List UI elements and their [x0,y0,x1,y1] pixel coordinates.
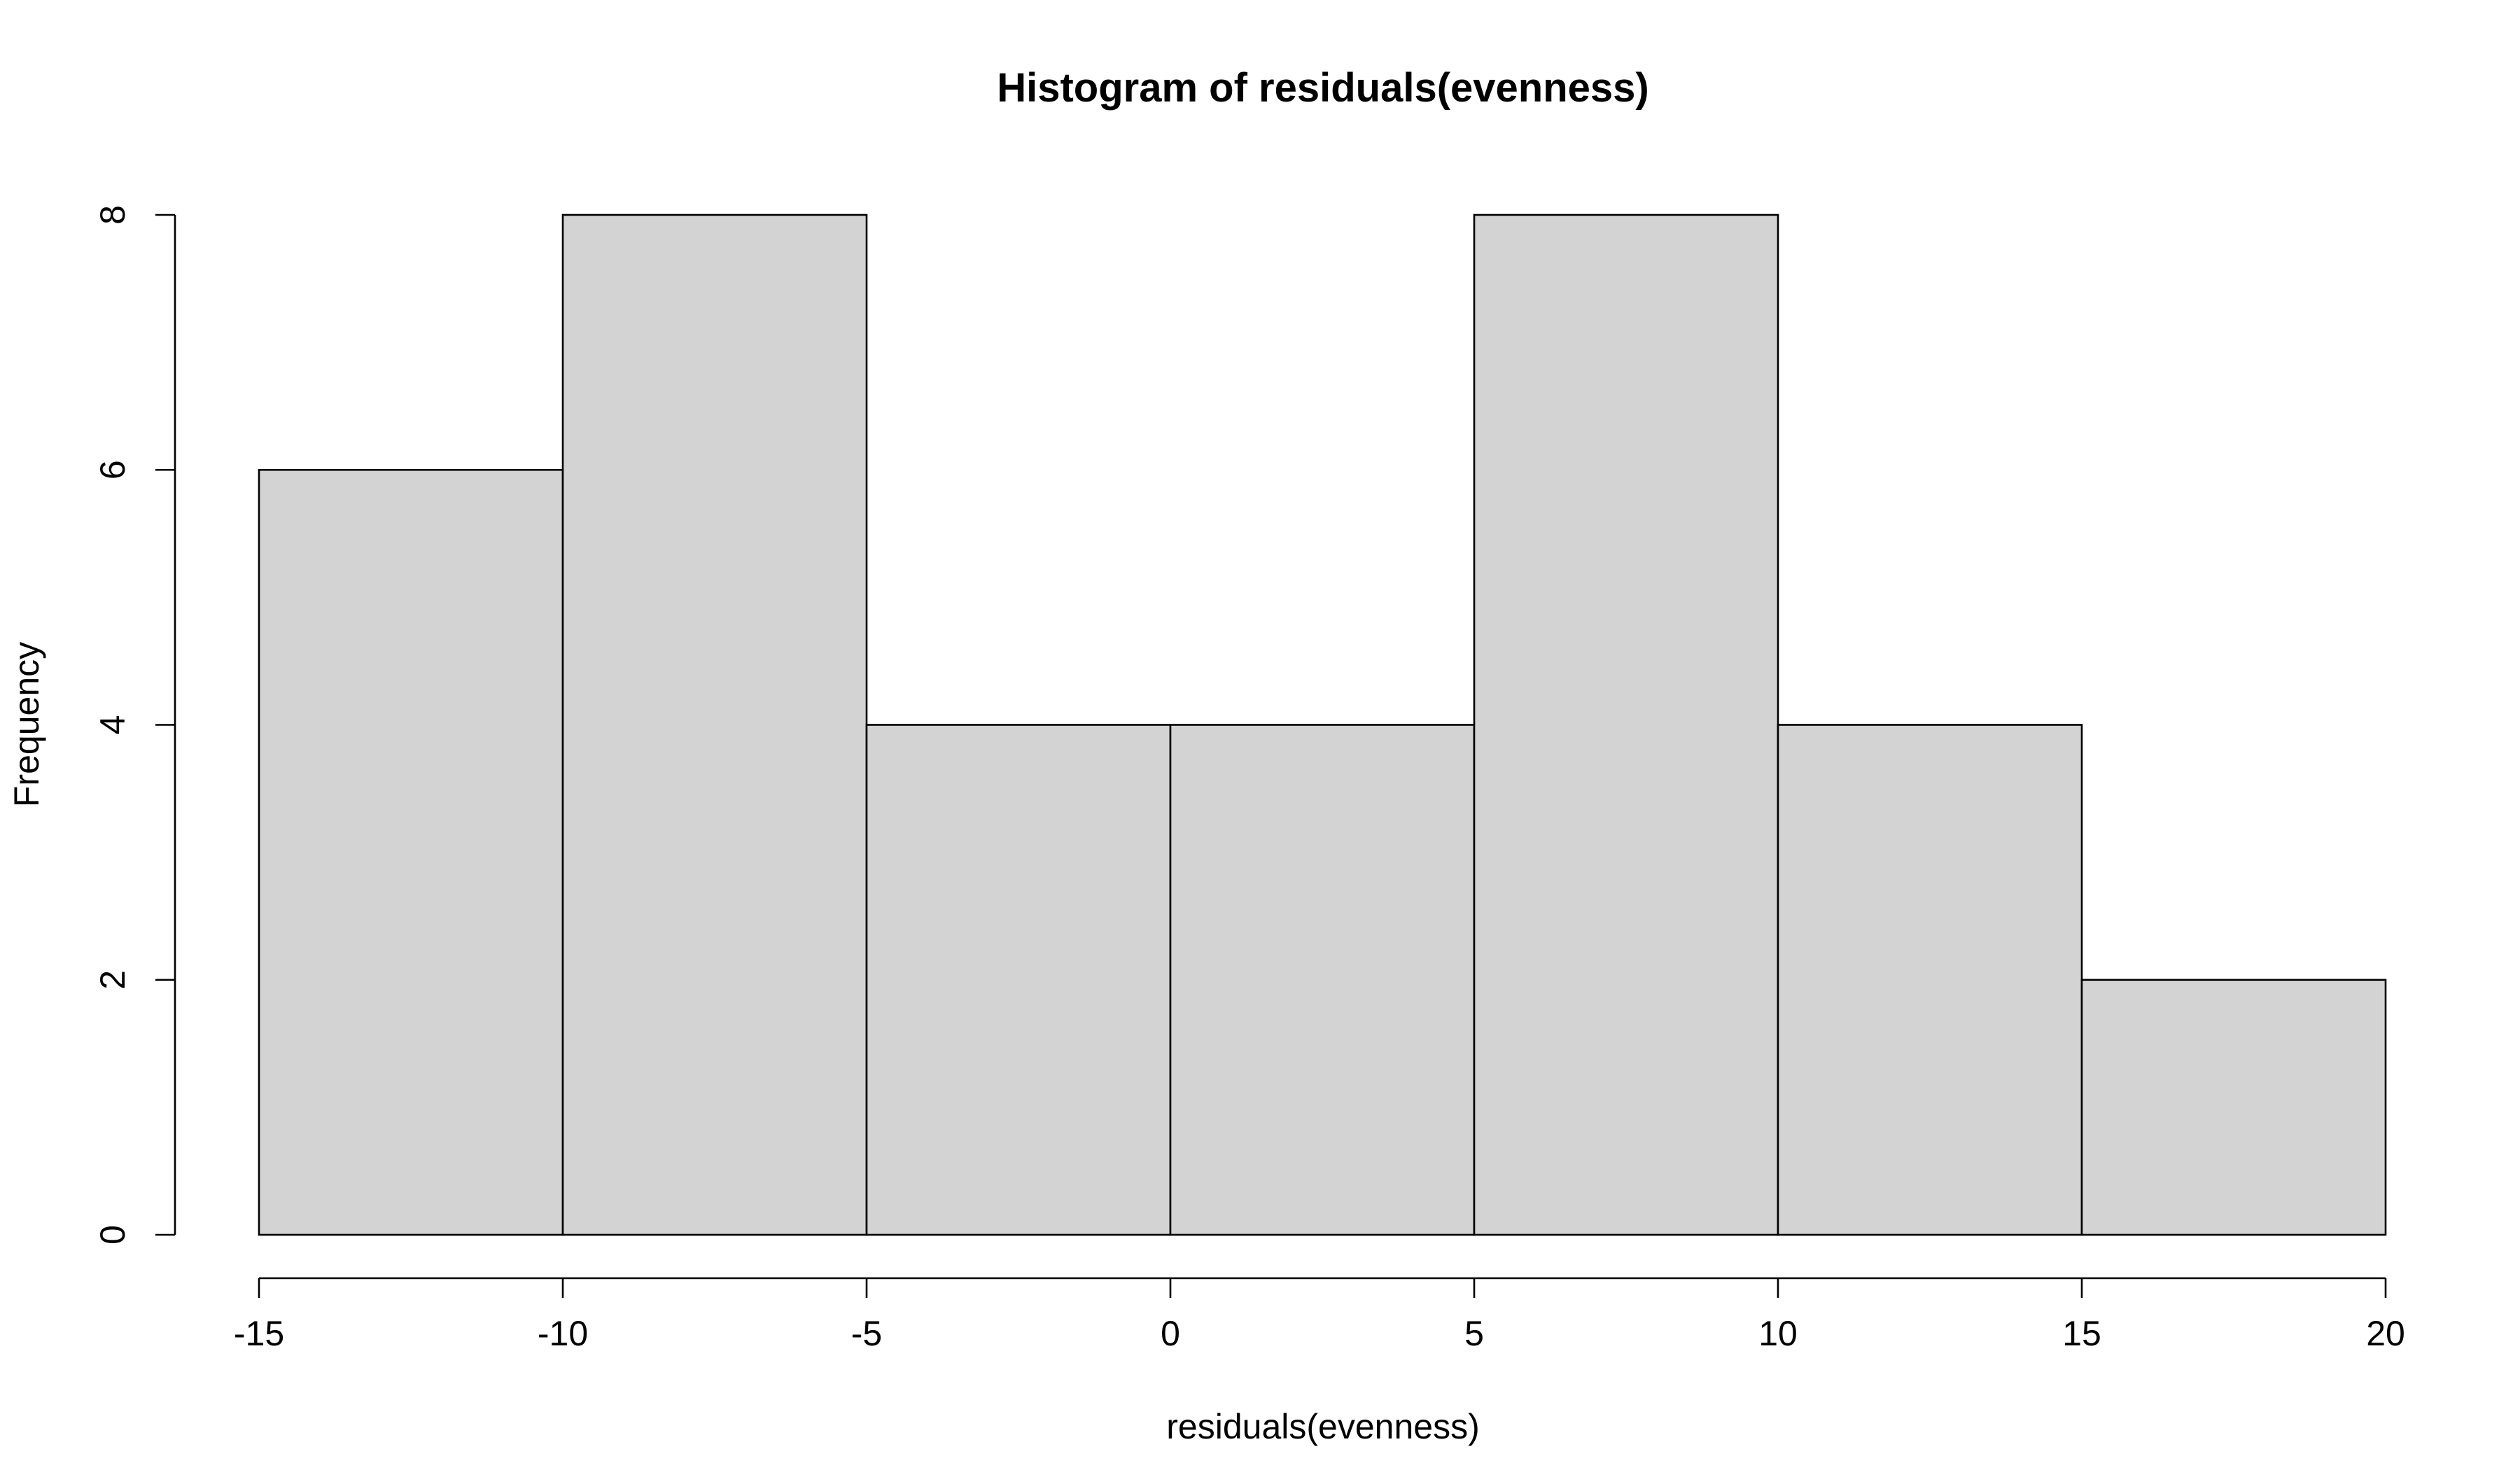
x-tick-label-4: 5 [1464,1314,1484,1353]
x-tick-label-6: 15 [2062,1314,2101,1353]
histogram-bar-3 [1169,724,1476,1236]
y-tick-label-4: 8 [93,205,132,225]
y-tick-label-1: 2 [93,970,132,990]
x-tick-label-0: -15 [234,1314,284,1353]
x-tick-label-5: 10 [1758,1314,1798,1353]
y-tick-label-3: 6 [93,460,132,479]
x-tick-label-2: -5 [851,1314,882,1353]
y-axis-label: Frequency [7,642,46,807]
histogram-bar-6 [2080,979,2387,1236]
y-tick-label-0: 0 [93,1225,132,1245]
x-axis: -15 -10 -5 0 5 10 15 20 [234,1277,2405,1353]
x-axis-label: residuals(evenness) [1166,1407,1479,1446]
histogram-bar-2 [865,724,1172,1236]
x-tick-label-3: 0 [1161,1314,1180,1353]
x-tick-label-1: -10 [538,1314,588,1353]
histogram-bar-1 [561,214,868,1236]
histogram-bar-4 [1473,214,1779,1236]
y-axis: 0 2 4 6 8 [93,205,176,1245]
histogram-bar-0 [258,468,564,1236]
x-tick-label-7: 20 [2366,1314,2405,1353]
histogram-bar-5 [1777,724,2083,1236]
y-tick-label-2: 4 [93,715,132,735]
chart-title: Histogram of residuals(evenness) [997,65,1649,111]
bars-group [258,214,2387,1236]
